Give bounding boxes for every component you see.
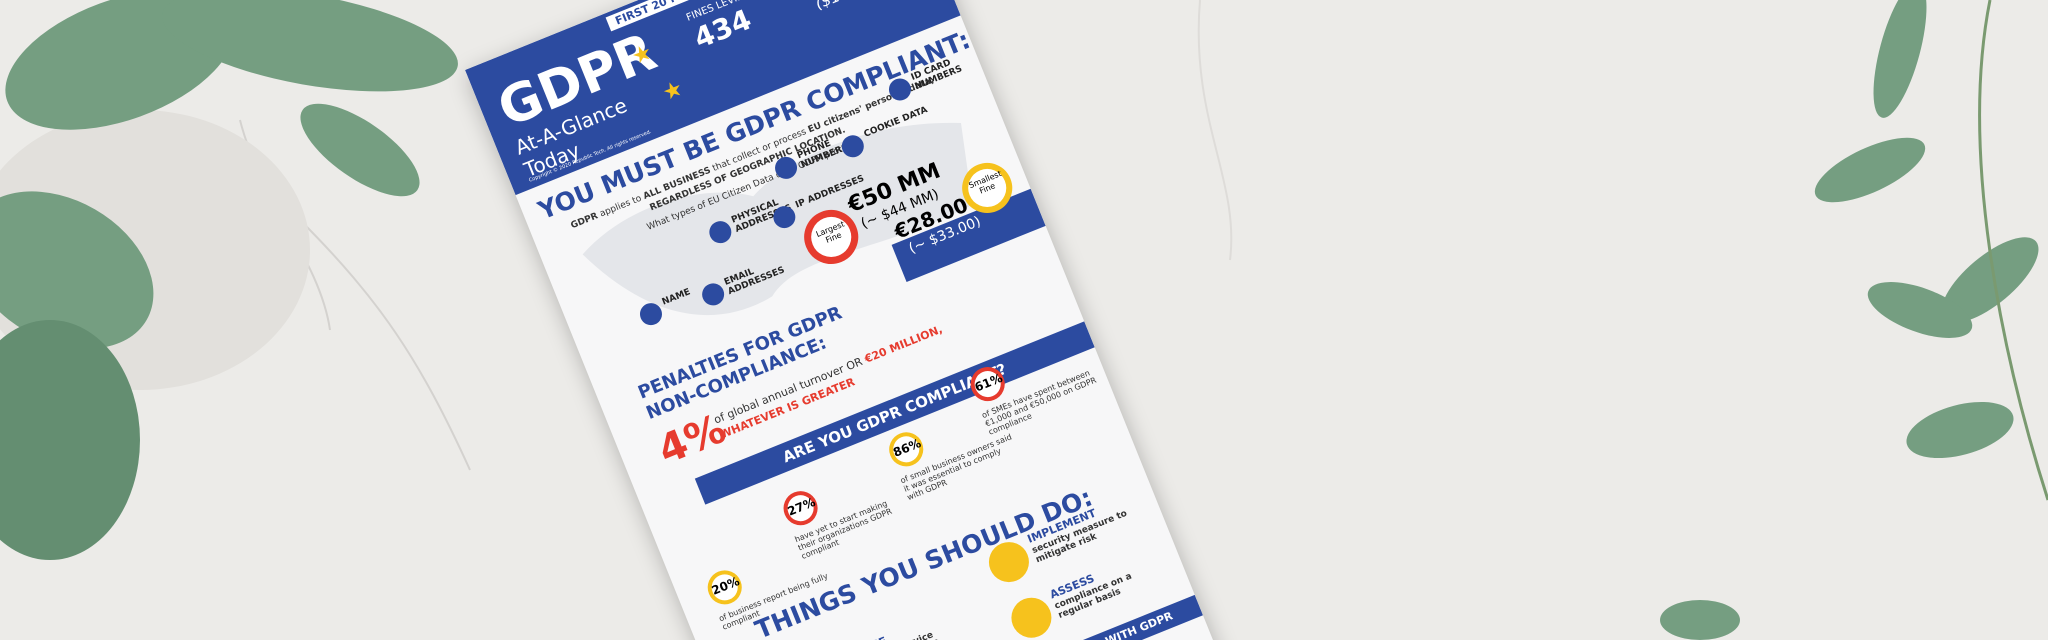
infographic-poster: FIRST 20 MONTHS GDPR At-A-Glance Today C… — [465, 0, 1285, 640]
action-icon — [1005, 591, 1058, 640]
action-title: ENGAGE — [837, 634, 889, 640]
action-text: a Managed Service Provider with GDPR — [842, 621, 961, 640]
penalty-text-part: €20 MILLION, — [862, 322, 945, 366]
footer-text: WITH GDPR — [1103, 609, 1175, 640]
